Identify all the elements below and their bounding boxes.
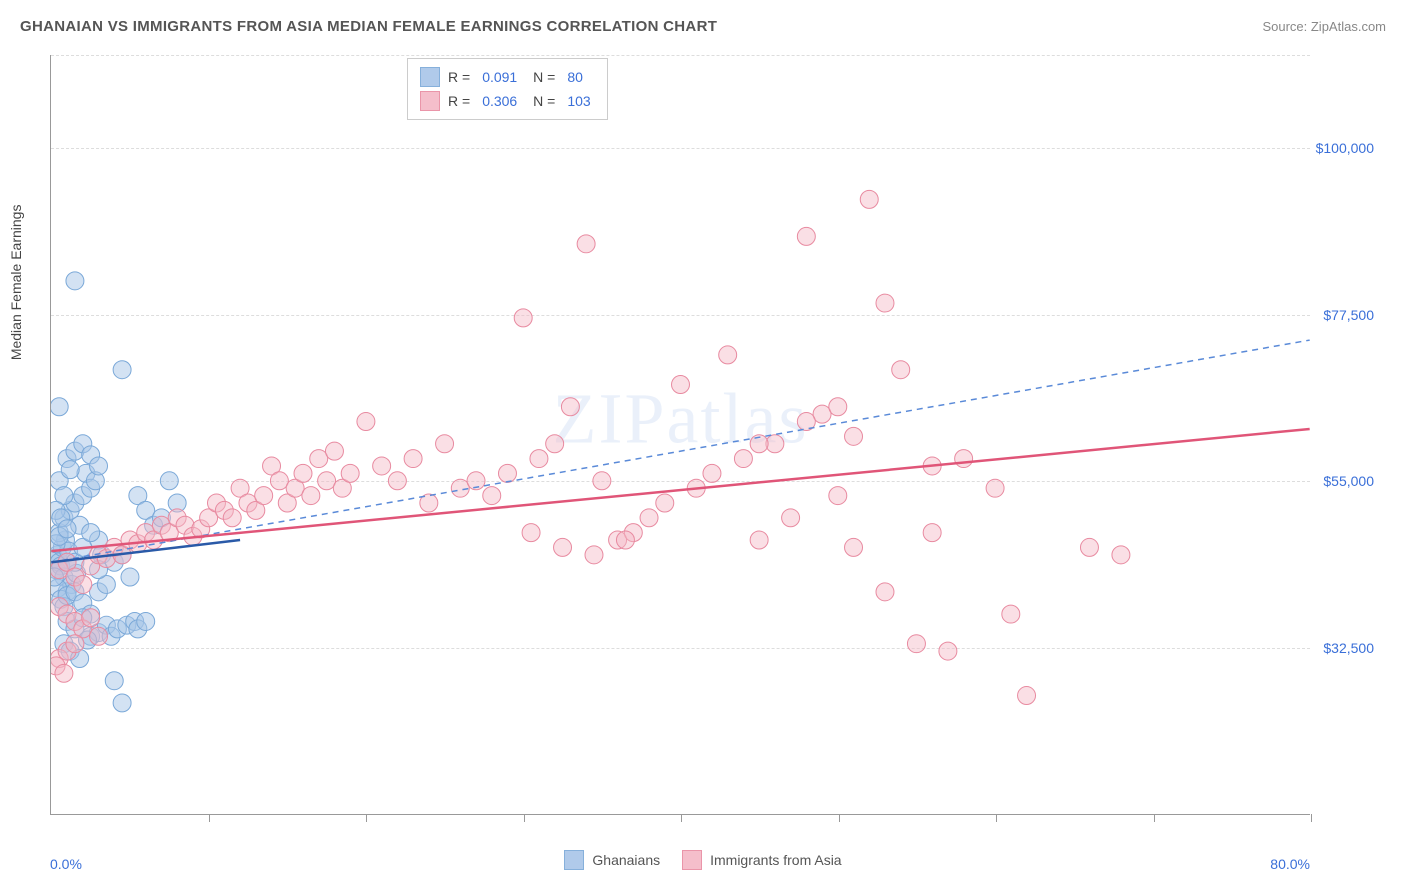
y-tick-label: $100,000 xyxy=(1316,140,1374,156)
r-value-1: 0.306 xyxy=(478,93,521,109)
legend-label-0: Ghanaians xyxy=(592,852,660,868)
y-tick-label: $55,000 xyxy=(1323,473,1374,489)
y-axis-title: Median Female Earnings xyxy=(8,205,24,361)
chart-svg xyxy=(51,55,1310,814)
rn-legend: R = 0.091 N = 80 R = 0.306 N = 103 xyxy=(407,58,608,120)
legend-swatch-bottom-1 xyxy=(682,850,702,870)
bottom-legend: Ghanaians Immigrants from Asia xyxy=(0,850,1406,870)
legend-swatch-bottom-0 xyxy=(564,850,584,870)
x-axis-min-label: 0.0% xyxy=(50,856,82,872)
legend-swatch-0 xyxy=(420,67,440,87)
y-tick-label: $32,500 xyxy=(1323,640,1374,656)
r-value-0: 0.091 xyxy=(478,69,521,85)
x-axis-max-label: 80.0% xyxy=(1270,856,1310,872)
legend-item-0: Ghanaians xyxy=(564,850,660,870)
rn-legend-row-0: R = 0.091 N = 80 xyxy=(420,65,595,89)
n-value-1: 103 xyxy=(563,93,594,109)
legend-swatch-1 xyxy=(420,91,440,111)
legend-item-1: Immigrants from Asia xyxy=(682,850,841,870)
chart-title: GHANAIAN VS IMMIGRANTS FROM ASIA MEDIAN … xyxy=(20,18,717,35)
n-value-0: 80 xyxy=(563,69,587,85)
rn-legend-row-1: R = 0.306 N = 103 xyxy=(420,89,595,113)
source-label: Source: ZipAtlas.com xyxy=(1262,19,1386,34)
plot-area: ZIPatlas $32,500$55,000$77,500$100,000 xyxy=(50,55,1310,815)
legend-label-1: Immigrants from Asia xyxy=(710,852,841,868)
y-tick-label: $77,500 xyxy=(1323,307,1374,323)
